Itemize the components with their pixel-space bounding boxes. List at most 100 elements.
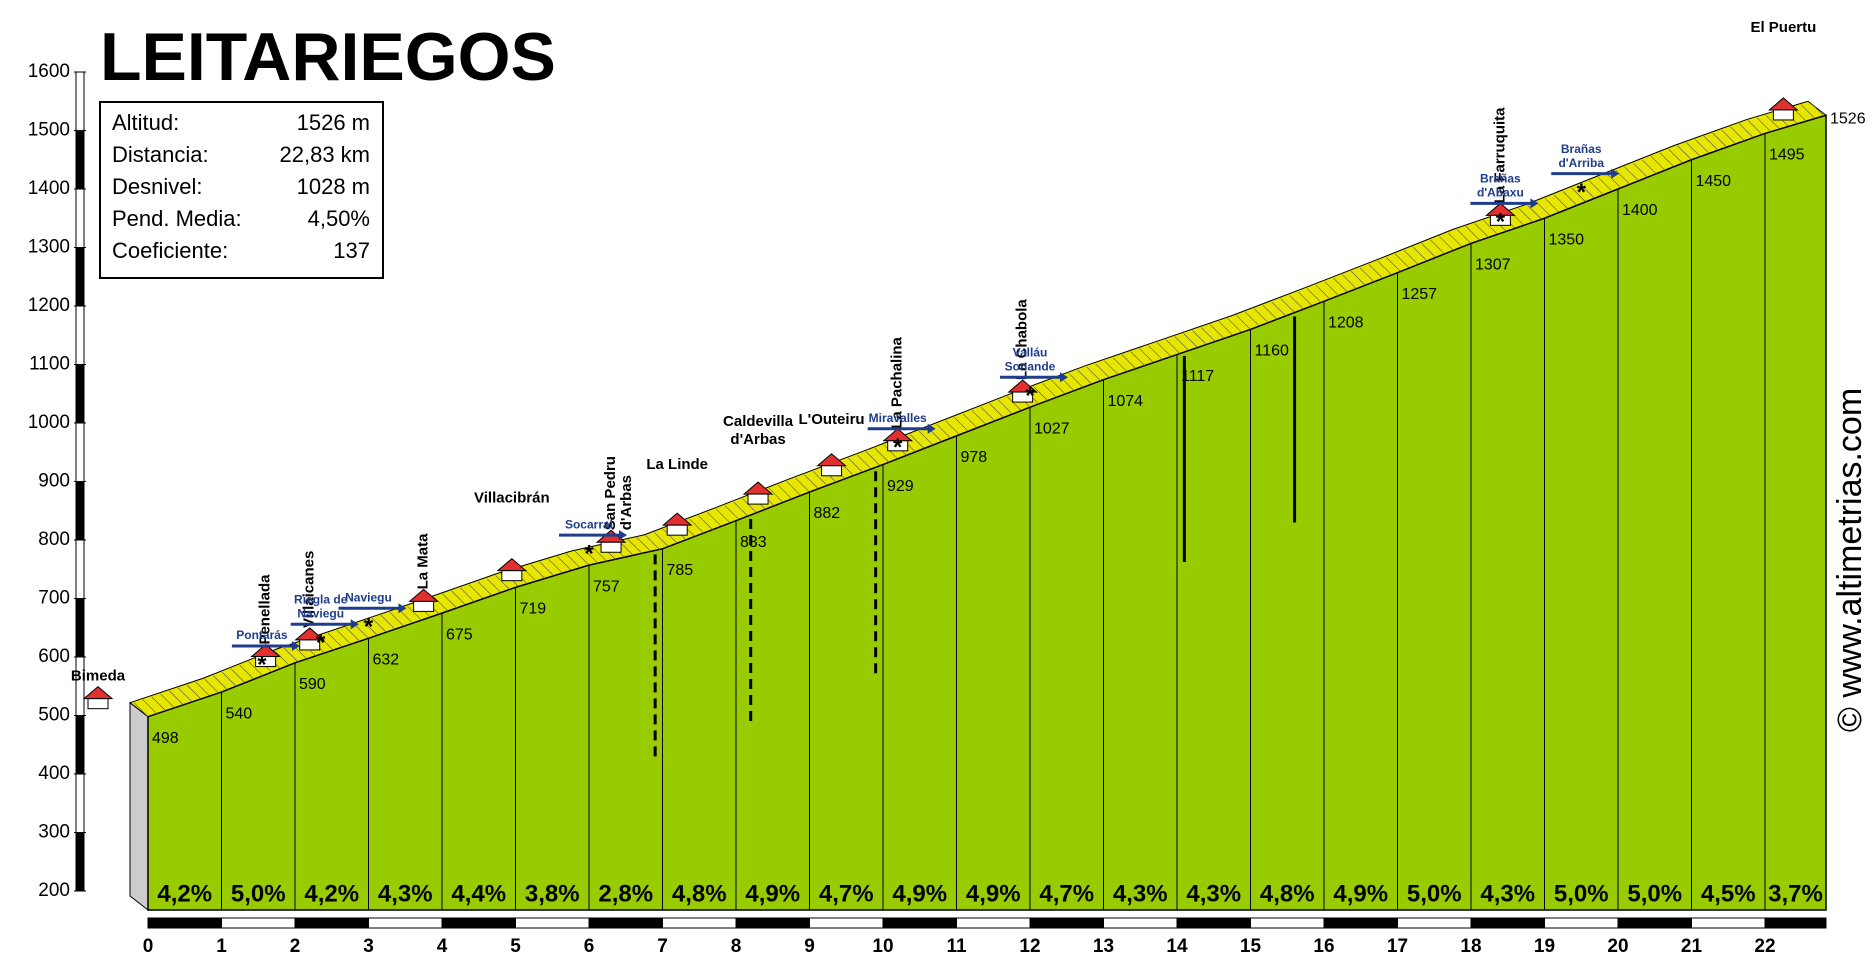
road-arrowhead: [291, 641, 300, 652]
elevation-label: 785: [666, 562, 693, 579]
strip-hatch: [1112, 357, 1128, 372]
strip-hatch: [1412, 246, 1428, 262]
strip-hatch: [707, 512, 722, 527]
strip-hatch: [1809, 101, 1825, 117]
place-label: Villacibrán: [474, 490, 550, 507]
place-label: San Pedru: [602, 456, 619, 530]
y-axis-band: [75, 71, 85, 131]
elevation-label: 1257: [1401, 286, 1437, 303]
strip-hatch: [1439, 236, 1454, 251]
strip-hatch: [195, 681, 210, 697]
star: *: [893, 434, 903, 461]
strip-hatch: [786, 481, 801, 496]
strip-hatch: [1536, 201, 1551, 217]
strip-hatch: [1703, 136, 1719, 151]
y-tick-label: 800: [38, 529, 70, 550]
strip-hatch: [486, 578, 502, 593]
strip-hatch: [1589, 180, 1604, 196]
strip-hatch: [442, 593, 457, 609]
x-axis-band: [882, 917, 957, 929]
gradient-label: 4,7%: [819, 880, 874, 907]
x-axis-band: [514, 917, 590, 929]
strip-hatch: [1165, 339, 1181, 354]
x-tick-label: 1: [216, 936, 227, 957]
y-axis-band: [75, 130, 85, 190]
x-tick-label: 13: [1093, 936, 1114, 957]
place-label: La Linde: [646, 456, 708, 473]
road-label: Brañas: [1561, 142, 1602, 156]
strip-hatch: [1359, 267, 1375, 283]
strip-hatch: [274, 650, 290, 666]
strip-hatch: [1377, 260, 1392, 276]
elevation-label: 1307: [1475, 257, 1511, 274]
y-axis-band: [75, 481, 85, 541]
strip-hatch: [936, 423, 951, 439]
place-label: La Mata: [415, 533, 432, 590]
x-tick-label: 4: [437, 936, 448, 957]
info-box: [99, 101, 384, 279]
strip-hatch: [857, 454, 872, 470]
elevation-label: 1208: [1328, 315, 1364, 332]
strip-hatch: [662, 528, 678, 544]
strip-hatch: [1597, 177, 1613, 192]
place-label: La Farruquita: [1491, 107, 1508, 204]
strip-hatch: [389, 611, 404, 627]
gradient-label: 4,2%: [304, 880, 359, 907]
strip-hatch: [539, 561, 554, 577]
x-axis-band: [1396, 917, 1472, 929]
strip-hatch: [777, 484, 793, 500]
road-label: Naviegu: [345, 590, 392, 604]
star: *: [1496, 209, 1506, 236]
house: [666, 524, 688, 536]
x-tick-label: 6: [584, 936, 595, 957]
strip-hatch: [142, 699, 158, 714]
star: *: [584, 540, 594, 567]
elevation-label: 590: [299, 676, 326, 693]
strip-hatch: [1447, 232, 1463, 248]
strip-hatch: [477, 581, 493, 596]
gradient-label: 4,8%: [672, 880, 727, 907]
road-arrowhead: [1611, 168, 1620, 179]
strip-hatch: [327, 632, 343, 648]
strip-hatch: [1227, 318, 1242, 333]
strip-hatch: [795, 477, 810, 493]
y-tick-label: 600: [38, 646, 70, 667]
strip-hatch: [548, 558, 563, 574]
x-axis-band: [1764, 917, 1827, 929]
strip-hatch: [909, 434, 925, 449]
road-label: Riegla de: [294, 592, 348, 606]
x-tick-label: 17: [1387, 936, 1408, 957]
x-axis-band: [1543, 917, 1619, 929]
strip-hatch: [1368, 264, 1384, 279]
x-tick-label: 11: [946, 936, 967, 957]
strip-hatch: [186, 684, 202, 700]
y-tick-label: 500: [38, 705, 70, 726]
road-label: Naviegu: [297, 606, 344, 620]
strip-hatch: [1245, 311, 1260, 327]
strip-hatch: [1253, 308, 1269, 323]
strip-hatch: [1103, 360, 1119, 375]
strip-hatch: [1518, 208, 1533, 223]
strip-hatch: [230, 668, 246, 683]
strip-hatch: [1395, 253, 1410, 269]
strip-hatch: [1218, 321, 1234, 336]
strip-hatch: [954, 417, 969, 432]
strip-hatch: [1474, 223, 1489, 238]
strip-hatch: [1386, 257, 1401, 272]
strip-hatch: [1730, 126, 1745, 142]
house: [255, 656, 277, 668]
house: [299, 639, 321, 651]
strip-hatch: [1077, 369, 1092, 385]
elevation-label: 1495: [1769, 147, 1805, 164]
strip-hatch: [592, 547, 607, 562]
x-tick-label: 0: [143, 936, 154, 957]
elevation-label: 1526: [1830, 111, 1866, 128]
road-arrowhead: [618, 530, 627, 541]
info-label: Desnivel:: [112, 174, 202, 199]
strip-hatch: [1694, 139, 1710, 154]
strip-hatch: [1571, 187, 1586, 203]
strip-hatch: [1483, 220, 1498, 235]
gradient-label: 5,0%: [1554, 880, 1609, 907]
strip-hatch: [133, 702, 149, 717]
strip-hatch: [962, 413, 978, 429]
